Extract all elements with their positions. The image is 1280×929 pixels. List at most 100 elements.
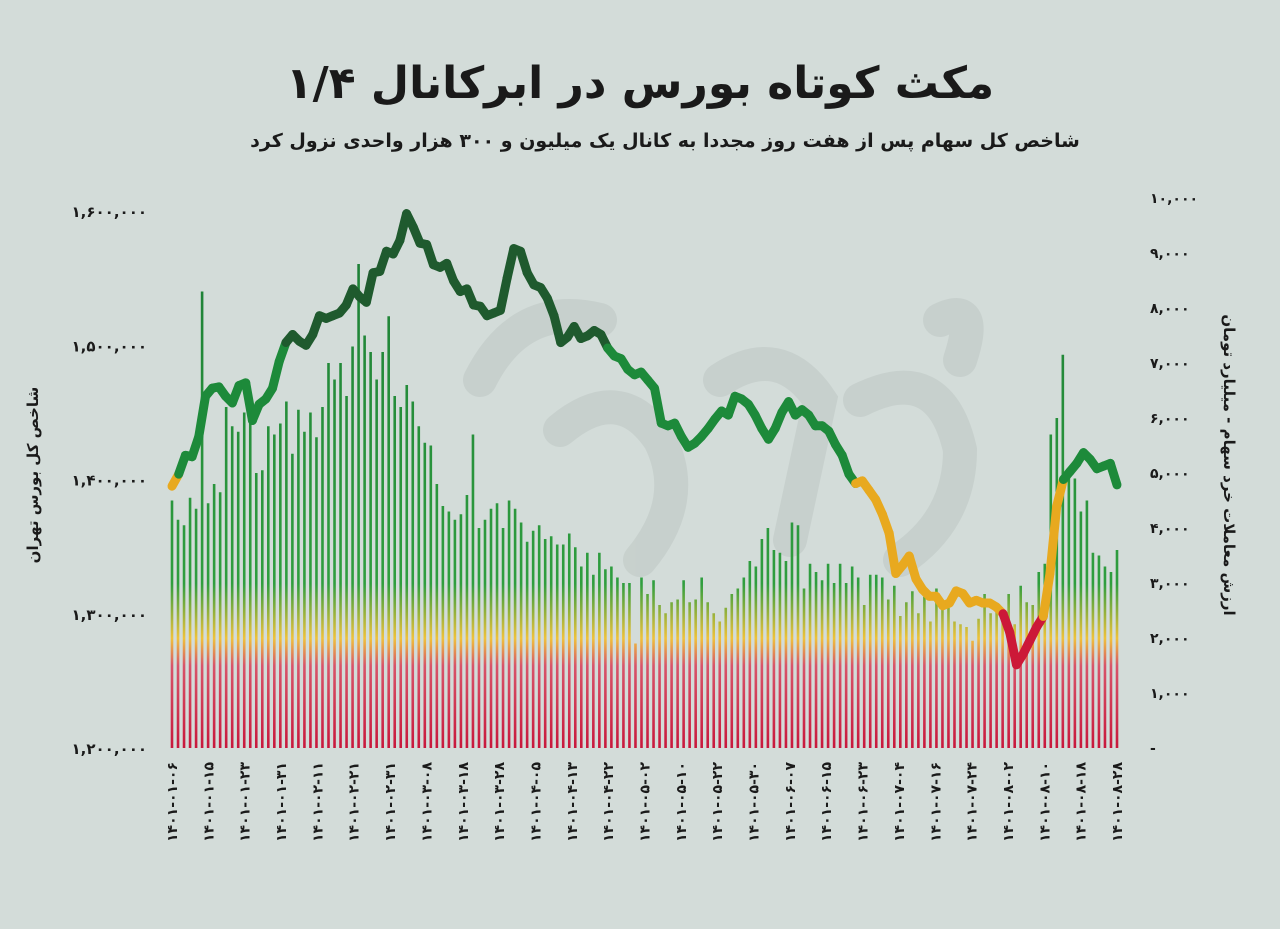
volume-bar: [1001, 616, 1004, 748]
volume-bar: [333, 379, 336, 748]
volume-bar: [248, 423, 252, 748]
volume-bar: [297, 409, 300, 748]
volume-bar: [1115, 550, 1119, 748]
volume-bar: [321, 407, 324, 748]
x-tick-label: ۱۴۰۱-۰۶-۲۳: [856, 762, 872, 842]
index-line-segment: [361, 268, 378, 307]
x-axis: ۱۴۰۱-۰۱-۰۶ ۱۴۰۱-۰۱-۱۵ ۱۴۰۱-۰۱-۲۳ ۱۴۰۱-۰۱-۳۱…: [165, 762, 1126, 842]
x-tick-label: ۱۴۰۱-۰۴-۲۲: [601, 762, 617, 842]
x-tick-label: ۱۴۰۱-۰۵-۱۰: [674, 762, 690, 842]
right-tick-label: ۲,۰۰۰: [1150, 631, 1190, 647]
volume-bar: [549, 536, 553, 748]
volume-bar: [1109, 572, 1113, 748]
volume-bar: [730, 594, 734, 748]
volume-bar: [760, 539, 764, 748]
volume-bar: [555, 544, 559, 748]
volume-bar: [339, 363, 342, 748]
volume-bar: [447, 511, 451, 748]
volume-bar: [525, 541, 529, 748]
volume-bar: [230, 426, 234, 748]
volume-bar: [832, 583, 836, 748]
volume-bar: [279, 423, 282, 748]
volume-bar: [170, 500, 174, 748]
right-tick-label: -: [1150, 741, 1156, 757]
volume-bar: [989, 613, 992, 748]
index-line-segment: [650, 383, 666, 428]
volume-bar: [567, 533, 571, 748]
volume-bar: [814, 572, 818, 748]
volume-bar: [784, 561, 788, 748]
left-tick-label: ۱,۴۰۰,۰۰۰: [72, 472, 147, 490]
volume-bar: [260, 470, 264, 748]
volume-bar: [573, 547, 577, 748]
volume-bar: [808, 563, 812, 748]
volume-bar: [983, 594, 986, 748]
volume-bar: [580, 566, 583, 748]
volume-bar: [188, 497, 192, 748]
x-tick-label: ۱۴۰۱-۰۶-۰۷: [783, 762, 799, 842]
volume-bar: [351, 346, 354, 748]
volume-bar: [838, 563, 842, 748]
index-line-segment: [502, 244, 519, 283]
volume-bar: [995, 610, 998, 748]
volume-bar: [604, 569, 607, 748]
volume-bar: [935, 588, 938, 748]
x-tick-label: ۱۴۰۱-۰۴-۱۳: [565, 762, 581, 842]
volume-bar: [658, 605, 661, 748]
volume-bar: [682, 580, 685, 748]
left-axis: ۱,۶۰۰,۰۰۰ ۱,۵۰۰,۰۰۰ ۱,۴۰۰,۰۰۰ ۱,۳۰۰,۰۰۰ ۱,۲۰…: [72, 203, 147, 758]
volume-bar: [826, 563, 830, 748]
volume-bar: [1097, 555, 1101, 748]
volume-bar: [1019, 585, 1022, 748]
volume-bar: [459, 514, 463, 748]
x-tick-label: ۱۴۰۱-۰۸-۲۸: [1110, 762, 1126, 842]
volume-bar: [477, 528, 481, 748]
left-tick-label: ۱,۲۰۰,۰۰۰: [72, 740, 147, 758]
volume-bar: [754, 566, 758, 748]
volume-bar: [471, 434, 475, 748]
volume-bar: [1085, 500, 1089, 748]
volume-bar: [1025, 602, 1029, 748]
volume-bar: [417, 426, 421, 748]
volume-bar: [387, 316, 390, 748]
volume-bar: [501, 528, 505, 748]
index-line-segment: [194, 391, 211, 442]
volume-bar: [513, 508, 517, 748]
volume-bar: [423, 442, 427, 748]
volume-bar: [453, 519, 457, 748]
volume-bar: [874, 574, 878, 748]
volume-bar: [1079, 511, 1083, 748]
volume-bar: [796, 525, 800, 748]
volume-bar: [586, 552, 589, 748]
volume-bar: [694, 599, 697, 748]
volume-bars: [170, 264, 1119, 748]
right-tick-label: ۶,۰۰۰: [1150, 411, 1190, 427]
volume-bar: [543, 539, 547, 748]
volume-bar: [182, 525, 186, 748]
volume-bar: [802, 588, 806, 748]
volume-bar: [1007, 594, 1010, 748]
volume-bar: [886, 599, 890, 748]
volume-bar: [531, 530, 535, 748]
volume-bar: [537, 525, 541, 748]
volume-bar: [405, 385, 409, 748]
chart-subtitle: شاخص کل سهام پس از هفت روز مجددا به کانا…: [250, 130, 1080, 152]
volume-bar: [772, 550, 776, 748]
volume-bar: [1043, 563, 1047, 748]
volume-bar: [435, 484, 439, 748]
right-tick-label: ۱۰,۰۰۰: [1150, 191, 1198, 207]
volume-bar: [820, 580, 824, 748]
volume-bar: [929, 621, 932, 748]
volume-bar: [465, 495, 469, 748]
volume-bar: [224, 407, 228, 748]
volume-bar: [977, 618, 980, 748]
volume-bar: [724, 607, 728, 748]
index-line-segment: [1045, 501, 1062, 578]
volume-bar: [212, 484, 216, 748]
volume-bar: [634, 643, 637, 748]
volume-bar: [411, 401, 415, 748]
volume-bar: [399, 407, 403, 748]
volume-bar: [1103, 566, 1107, 748]
right-tick-label: ۱,۰۰۰: [1150, 686, 1190, 702]
volume-bar: [242, 412, 246, 748]
